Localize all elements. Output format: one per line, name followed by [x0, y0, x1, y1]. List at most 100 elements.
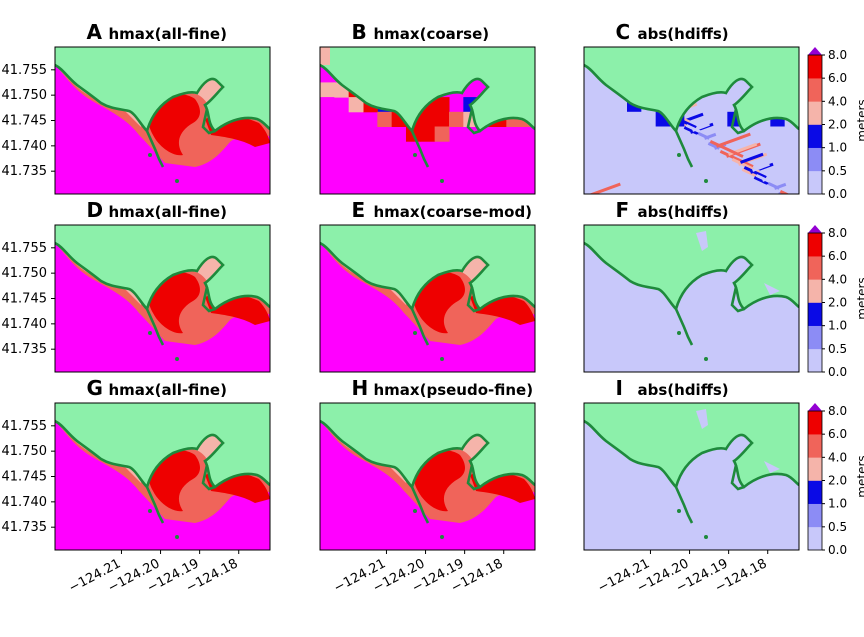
- colorbar-segment: [808, 434, 822, 458]
- jetty-north: [410, 486, 430, 524]
- diff-stripe: [755, 173, 774, 185]
- y-tick-label: 41.745: [2, 292, 48, 307]
- plot-area: [320, 403, 535, 550]
- coarse-cell: [348, 97, 364, 113]
- y-tick-label: 41.735: [2, 164, 48, 179]
- diff-stripe: [739, 152, 764, 164]
- coarse-cell: [449, 111, 464, 127]
- inundation-high: [148, 272, 200, 334]
- jetty-south: [201, 108, 216, 135]
- colorbar-extend-arrow: [808, 403, 822, 411]
- islet: [148, 153, 152, 157]
- colorbar-tick-label: 4.0: [828, 450, 847, 464]
- panel-frame: [319, 46, 536, 195]
- colorbar-tick-label: 1.0: [828, 141, 847, 155]
- land: [55, 47, 270, 131]
- islet: [413, 331, 417, 335]
- coarse-cell: [434, 97, 450, 113]
- colorbar-segment: [808, 503, 822, 528]
- panel-title: hmax(all-fine): [109, 381, 227, 399]
- shoreline: [584, 241, 799, 312]
- islet: [440, 179, 444, 183]
- colorbar-tick-label: 0.0: [828, 187, 847, 201]
- islet: [413, 509, 417, 513]
- islet: [677, 153, 681, 157]
- panel-frame: [583, 224, 800, 373]
- islet: [440, 535, 444, 539]
- land: [320, 47, 535, 131]
- colorbar-tick-label: 8.0: [828, 48, 847, 62]
- coarse-cell: [320, 47, 330, 65]
- jetty-north: [145, 486, 165, 524]
- y-tick-label: 41.755: [2, 241, 48, 256]
- jetty-south: [730, 464, 745, 491]
- land: [584, 403, 799, 487]
- panel-title: hmax(coarse-mod): [374, 203, 533, 221]
- jetty-south: [466, 286, 481, 313]
- shallow-patch: [696, 231, 708, 251]
- colorbar-tick-label: 1.0: [828, 319, 847, 333]
- y-tick-label: 41.755: [2, 419, 48, 434]
- colorbar-segment: [808, 279, 822, 303]
- diff-stripe: [707, 142, 720, 150]
- inundation-high: [413, 272, 465, 334]
- plot-area: [320, 225, 535, 372]
- panel-title: hmax(all-fine): [109, 203, 227, 221]
- shallow-patch: [764, 461, 780, 473]
- inundation-high: [413, 450, 465, 512]
- colorbar-label: meters: [855, 455, 864, 497]
- y-tick-label: 41.740: [2, 317, 48, 332]
- colorbar-label: meters: [855, 277, 864, 319]
- colorbar-segment: [808, 302, 822, 326]
- colorbar-extend-arrow: [808, 225, 822, 233]
- diff-stripe: [752, 162, 770, 172]
- shoreline: [584, 419, 799, 490]
- colorbar-segment: [808, 233, 822, 257]
- panel-frame: [583, 46, 800, 195]
- colorbar-segment: [808, 101, 822, 125]
- islet: [175, 535, 179, 539]
- islet: [704, 535, 708, 539]
- jetty-north: [674, 130, 694, 168]
- colorbar-tick-label: 1.0: [828, 497, 847, 511]
- panel-frame: [319, 402, 536, 551]
- land: [55, 225, 270, 309]
- jetty-north: [410, 308, 430, 346]
- land: [320, 403, 535, 487]
- diff-stripe: [765, 183, 784, 194]
- plot-area: [584, 403, 799, 550]
- coarse-cell: [420, 111, 436, 127]
- colorbar: 8.0 6.0 4.0 2.0 1.0 0.5 0.0 meters: [807, 403, 864, 557]
- islet: [148, 509, 152, 513]
- colorbar-segment: [808, 170, 822, 195]
- y-tick-label: 41.750: [2, 444, 48, 459]
- land: [584, 47, 799, 131]
- shoreline: [55, 241, 270, 312]
- plot-area: [55, 225, 270, 372]
- islet: [175, 179, 179, 183]
- y-tick-label: 41.740: [2, 495, 48, 510]
- colorbar-tick-label: 4.0: [828, 272, 847, 286]
- colorbar-label: meters: [855, 99, 864, 141]
- islet: [413, 153, 417, 157]
- y-tick-label: 41.740: [2, 139, 48, 154]
- coarse-cell: [320, 82, 335, 98]
- land: [320, 225, 535, 309]
- coarse-cell: [434, 111, 450, 127]
- jetty-north: [410, 130, 430, 168]
- panel-frame: [583, 402, 800, 551]
- y-tick-label: 41.755: [2, 63, 48, 78]
- panel-frame: [319, 224, 536, 373]
- diff-stripe: [719, 149, 754, 168]
- shallow-patch: [696, 409, 708, 429]
- jetty-north: [674, 308, 694, 346]
- diff-stripe: [685, 123, 704, 135]
- panel-title: abs(hdiffs): [638, 381, 729, 399]
